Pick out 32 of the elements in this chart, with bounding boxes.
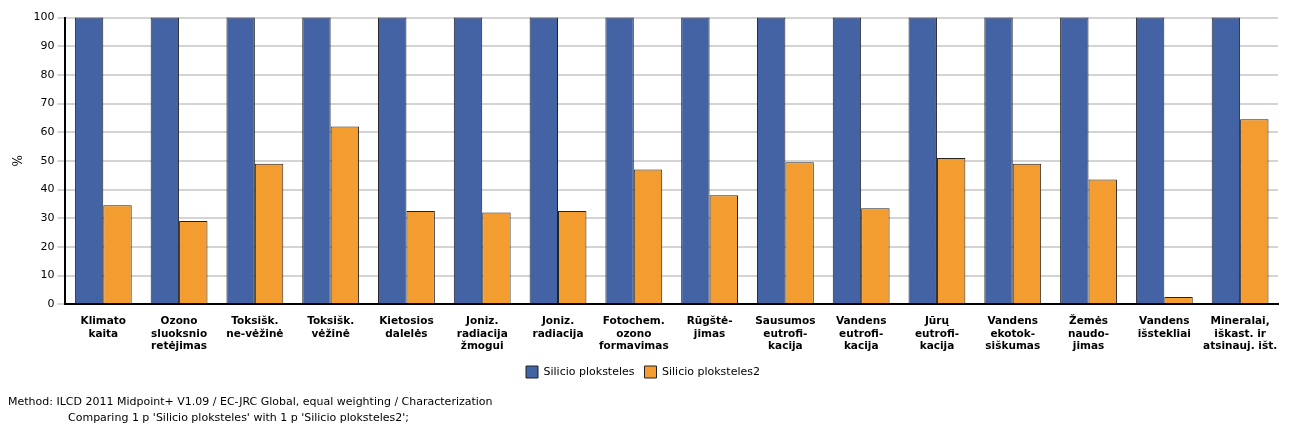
x-tick-label: Žemės naudo- jimas [1067, 314, 1110, 352]
y-tick-label: 40 [40, 182, 55, 196]
x-tick-label: Toksišk. ne-vėžinė [226, 314, 284, 339]
text: Method: ILCD 2011 Midpoint+ V1.09 / EC-JRC Global, equal weighting / Characterization [8, 394, 494, 410]
x-tick-label: Vandens išstekliai [1137, 314, 1191, 339]
x-tick-label: Mineralai, iškast. ir atsinauj. išt. [1203, 314, 1278, 352]
x-tick-label: Kietosios dalelės [379, 314, 434, 339]
x-tick-label: Klimato kaita [80, 314, 127, 339]
y-tick-label: 20 [40, 239, 55, 253]
text: Comparing 1 p 'Silicio ploksteles' with 1 p 'Silicio ploksteles2'; [67, 410, 410, 426]
y-tick-label: 80 [40, 67, 55, 81]
x-tick-label: Rūgštė- jimas [686, 314, 733, 339]
x-tick-label: Joniz. radiacija žmogui [456, 314, 508, 352]
legend-label: Silicio ploksteles2 [662, 364, 760, 378]
x-tick-label: Jūrų eutrofi- kacija [914, 314, 960, 352]
y-tick-label: 0 [47, 297, 55, 311]
x-tick-label: Vandens ekotok- siškumas [985, 314, 1041, 352]
y-axis-title: % [11, 155, 26, 167]
x-tick-label: Sausumos eutrofi- kacija [755, 314, 816, 352]
y-tick-label: 30 [40, 211, 55, 225]
x-tick-label: Joniz. radiacija [532, 314, 584, 339]
x-tick-label: Fotochem. ozono formavimas [598, 314, 669, 352]
x-tick-label: Ozono sluoksnio retėjimas [151, 314, 208, 352]
legend-label: Silicio ploksteles [543, 364, 635, 378]
y-tick-label: 90 [40, 39, 55, 53]
x-tick-label: Toksišk. vėžinė [307, 314, 355, 339]
y-tick-label: 50 [40, 153, 55, 167]
x-tick-label: Vandens eutrofi- kacija [835, 314, 887, 352]
y-tick-label: 100 [33, 10, 55, 24]
y-tick-label: 60 [40, 125, 55, 139]
y-tick-label: 70 [40, 96, 55, 110]
y-tick-label: 10 [40, 268, 55, 282]
